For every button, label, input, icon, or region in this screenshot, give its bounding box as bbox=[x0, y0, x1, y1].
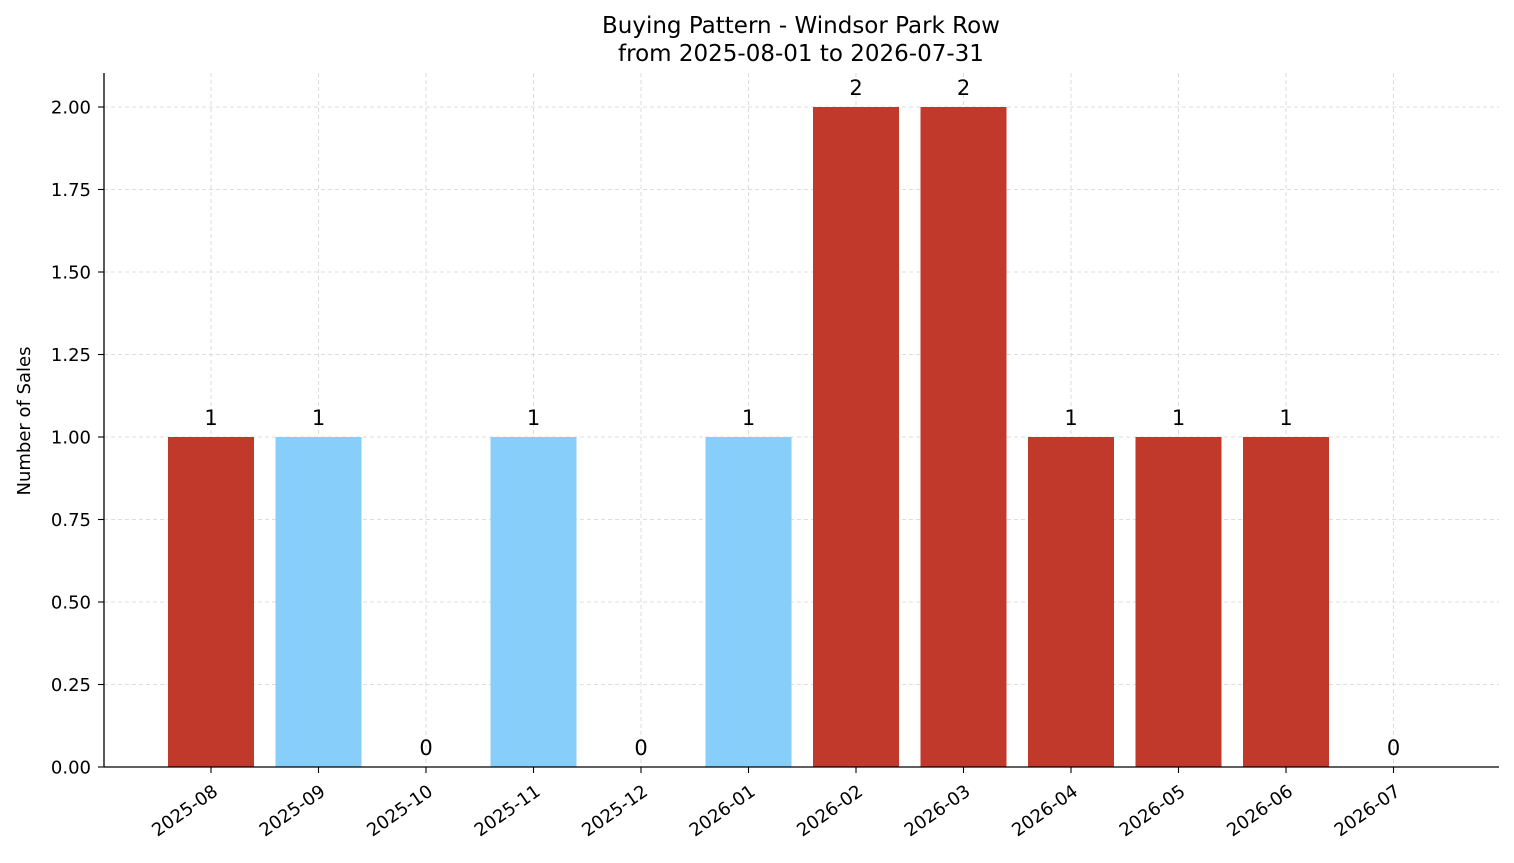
x-tick-label: 2026-02 bbox=[793, 781, 867, 841]
x-tick-label: 2025-12 bbox=[578, 781, 652, 841]
bar-2026-03 bbox=[920, 107, 1007, 767]
bar-value-label: 0 bbox=[1387, 736, 1400, 760]
bar-value-label: 1 bbox=[204, 406, 217, 430]
bar-value-label: 0 bbox=[634, 736, 647, 760]
y-tick-label: 0.50 bbox=[51, 593, 91, 614]
bar-value-label: 1 bbox=[312, 406, 325, 430]
x-tick-label: 2025-08 bbox=[148, 781, 222, 841]
x-tick-label: 2026-05 bbox=[1116, 781, 1190, 841]
y-tick-label: 0.00 bbox=[51, 758, 91, 779]
y-ticks: 0.00 0.25 0.50 0.75 1.00 1.25 1.50 1.75 2.00 bbox=[51, 98, 104, 779]
bar-value-label: 1 bbox=[1172, 406, 1185, 430]
bar-value-label: 2 bbox=[957, 76, 970, 100]
bar-value-label: 1 bbox=[1279, 406, 1292, 430]
y-tick-label: 1.25 bbox=[51, 345, 91, 366]
y-tick-label: 2.00 bbox=[51, 98, 91, 119]
x-ticks: 2025-08 2025-09 2025-10 2025-11 2025-12 2026-… bbox=[148, 767, 1404, 841]
bar-2026-05 bbox=[1135, 437, 1222, 767]
y-tick-label: 1.00 bbox=[51, 428, 91, 449]
x-tick-label: 2026-07 bbox=[1331, 781, 1405, 841]
x-tick-label: 2026-03 bbox=[901, 781, 975, 841]
x-tick-label: 2026-01 bbox=[686, 781, 760, 841]
y-tick-label: 0.25 bbox=[51, 675, 91, 696]
y-axis-title: Number of Sales bbox=[14, 346, 35, 495]
x-tick-label: 2026-06 bbox=[1223, 781, 1297, 841]
bar-2026-04 bbox=[1028, 437, 1114, 767]
bar-value-label: 1 bbox=[527, 406, 540, 430]
bar-value-label: 2 bbox=[849, 76, 862, 100]
y-tick-label: 0.75 bbox=[51, 510, 91, 531]
x-tick-label: 2025-11 bbox=[471, 781, 545, 841]
x-tick-label: 2026-04 bbox=[1008, 781, 1082, 841]
bar-2026-02 bbox=[813, 107, 899, 767]
y-tick-label: 1.50 bbox=[51, 263, 91, 284]
bar-labels: 1 1 0 1 0 1 2 2 1 1 1 0 bbox=[204, 76, 1400, 760]
chart-title: Buying Pattern - Windsor Park Row bbox=[602, 13, 1000, 39]
x-tick-label: 2025-09 bbox=[256, 781, 330, 841]
bar-2025-08 bbox=[168, 437, 254, 767]
bar-2026-06 bbox=[1243, 437, 1329, 767]
x-tick-label: 2025-10 bbox=[363, 781, 437, 841]
bar-2025-09 bbox=[275, 437, 362, 767]
bar-2026-01 bbox=[705, 437, 792, 767]
chart-subtitle: from 2025-08-01 to 2026-07-31 bbox=[618, 41, 984, 67]
bar-2025-11 bbox=[490, 437, 577, 767]
y-tick-label: 1.75 bbox=[51, 180, 91, 201]
bar-value-label: 1 bbox=[1064, 406, 1077, 430]
bar-value-label: 1 bbox=[742, 406, 755, 430]
bars bbox=[168, 107, 1329, 767]
bar-value-label: 0 bbox=[419, 736, 432, 760]
